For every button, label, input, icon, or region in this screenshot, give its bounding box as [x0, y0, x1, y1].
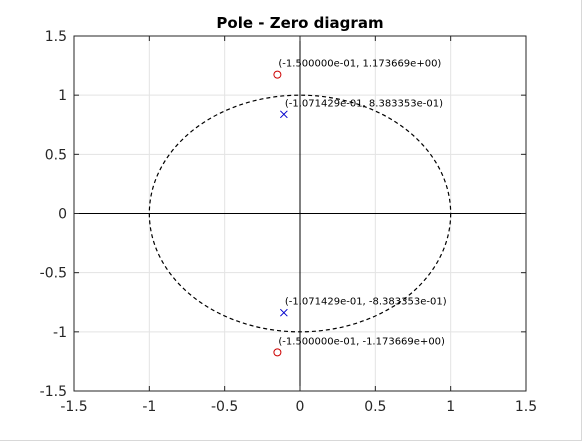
- markers: [273, 70, 288, 357]
- pole-marker: [280, 110, 288, 119]
- pole-marker: [280, 308, 288, 317]
- y-tick-label: -1: [53, 325, 67, 341]
- chart-title: Pole - Zero diagram: [216, 14, 383, 32]
- y-tick-label: 0.5: [45, 147, 67, 163]
- x-tick-label: 1: [446, 399, 455, 415]
- x-tick-label: 0.5: [364, 399, 386, 415]
- unit-circle-layer: [148, 94, 452, 333]
- y-tick-label: 1: [58, 88, 67, 104]
- x-tick-label: -0.5: [211, 399, 238, 415]
- point-annotation: (-1.500000e-01, -1.173669e+00): [278, 336, 445, 347]
- pole-marker-stroke: [280, 308, 288, 317]
- x-tick-label: -1.5: [60, 399, 87, 415]
- pole-marker-stroke: [280, 110, 288, 119]
- annotations: (-1.500000e-01, 1.173669e+00) (-1.500000e…: [278, 59, 446, 348]
- tick-labels: -1.5 -1 -0.5 0 0.5 1 1.5 -1.5 -1 -0.5 0 0.5 1 1.5: [40, 29, 537, 415]
- y-tick-label: -1.5: [40, 384, 67, 400]
- y-tick-label: -0.5: [40, 266, 67, 282]
- y-tick-label: 0: [58, 207, 67, 223]
- point-annotation: (-1.500000e-01, 1.173669e+00): [278, 59, 441, 70]
- zero-marker: [273, 348, 282, 357]
- ticks: [73, 35, 527, 392]
- unit-circle: [148, 94, 452, 333]
- zero-marker: [273, 70, 282, 79]
- point-annotation: (-1.071429e-01, 8.383353e-01): [285, 98, 443, 109]
- point-annotation: (-1.071429e-01, -8.383353e-01): [285, 297, 447, 308]
- y-tick-label: 1.5: [45, 29, 67, 45]
- x-tick-label: 1.5: [515, 399, 537, 415]
- x-tick-label: 0: [296, 399, 305, 415]
- x-tick-label: -1: [142, 399, 156, 415]
